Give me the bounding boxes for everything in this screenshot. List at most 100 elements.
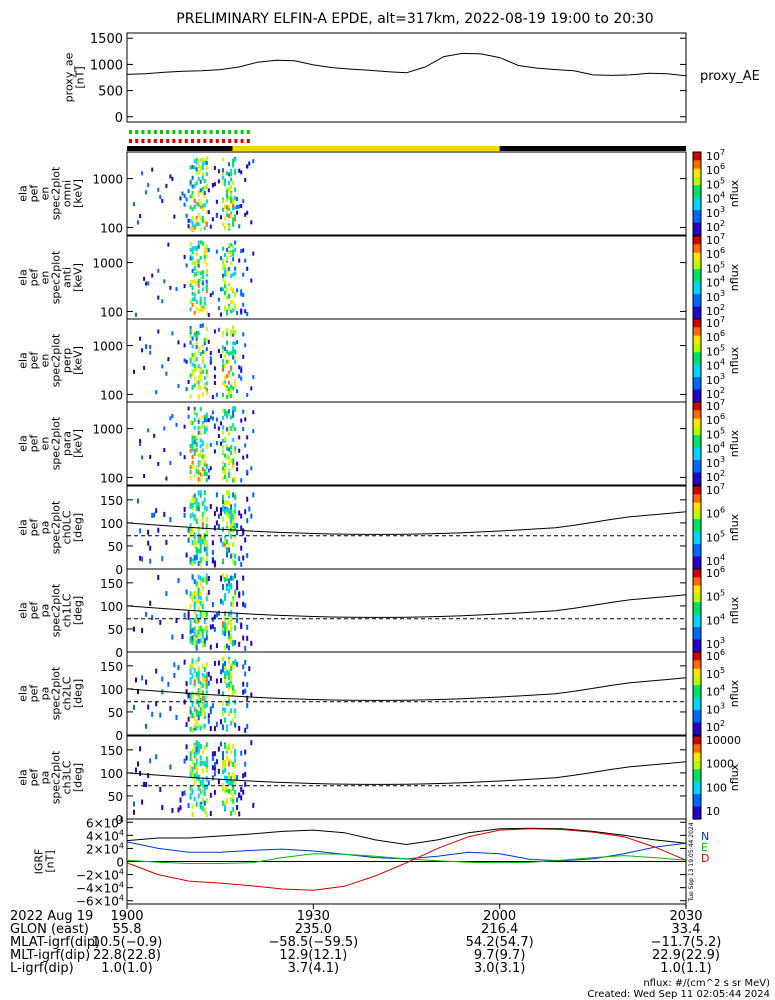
spectrogram-cell [226,340,228,345]
spectrogram-cell [199,600,202,606]
spectrogram-panel: 1000100elapefenspec2plotanti[keV]1071061… [17,232,741,320]
spectrogram-cell [191,352,194,357]
colorbar-tick-label: 105 [706,426,725,441]
spectrogram-cell [224,707,226,713]
colorbar-swatch [693,777,701,783]
panel-ytick-label: 100 [100,305,123,319]
spectrogram-cell [191,628,194,633]
spectrogram-cell [197,375,200,380]
spectrogram-cell [197,159,200,164]
spectrogram-cell [189,256,192,261]
spectrogram-cell [183,254,186,259]
spectrogram-cell [195,640,198,646]
panel-ylabel-line: ela [17,769,30,786]
colorbar-swatch [693,623,701,628]
colorbar-swatch [693,406,701,411]
spectrogram-cell [201,782,204,788]
colorbar-label: nflux [728,596,741,624]
spectrogram-cell [234,187,237,192]
orbit-red-dot [160,139,163,143]
spectrogram-cell [228,659,230,665]
spectrogram-cell [230,776,233,781]
spectrogram-cell [193,407,196,411]
spectrogram-cell [169,285,172,290]
spectrogram-cell [203,191,206,195]
panel-ylabel-line: perp [61,348,74,373]
spectrogram-cell [224,307,226,311]
spectrogram-cell [205,285,208,290]
spectrogram-cell [161,364,164,369]
panel-ylabel-line: ela [17,519,30,536]
colorbar-tick-label: 105 [706,589,725,604]
spectrogram-cell [207,780,210,786]
spectrogram-cell [252,429,255,434]
spectrogram-cell [197,470,200,475]
spectrogram-cell [244,603,247,609]
spectrogram-cell [228,250,230,254]
spectrogram-cell [250,220,253,225]
spectrogram-cell [191,441,194,446]
colorbar-swatch [693,639,701,645]
colorbar-swatch [693,410,701,415]
colorbar-swatch [693,773,701,779]
colorbar-swatch [693,265,701,270]
spectrogram-cell [232,780,235,786]
spectrogram-cell [197,270,200,275]
panel-ylabel-line: ch3LC [61,760,74,794]
spectrogram-cell [197,395,200,400]
spectrogram-cell [199,472,202,477]
spectrogram-cell [222,363,224,368]
spectrogram-cell [151,615,154,621]
spectrogram-cell [224,627,226,632]
colorbar-swatch [693,672,701,678]
panel-ytick-label: 100 [100,600,123,614]
spectrogram-cell [228,460,230,465]
spectrogram-cell [139,555,142,561]
spectrogram-cell [197,222,200,227]
spectrogram-cell [234,688,237,694]
spectrogram-cell [232,772,235,778]
spectrogram-cell [197,715,200,721]
spectrogram-cell [230,708,233,714]
spectrogram-cell [226,194,228,199]
spectrogram-cell [197,599,200,604]
orbit-red-dot [215,139,219,143]
spectrogram-cell [217,768,220,774]
spectrogram-cell [238,435,241,440]
colorbar-swatch [693,506,701,512]
spectrogram-cell [226,268,228,273]
spectrogram-cell [199,744,202,749]
colorbar-swatch [693,327,701,332]
colorbar-swatch [693,152,701,157]
spectrogram-cell [203,259,206,264]
spectrogram-cell [189,710,192,716]
colorbar-swatch [693,606,701,612]
spectrogram-cell [187,537,190,543]
spectrogram-cell [224,671,226,677]
spectrogram-cell [161,199,164,203]
spectrogram-cell [191,372,194,377]
spectrogram-cell [242,635,245,641]
spectrogram-cell [226,490,228,496]
orbit-bar-black [127,146,233,151]
colorbar-tick-label: 102 [706,719,725,734]
spectrogram-cell [191,460,194,465]
spectrogram-cell [201,175,204,180]
spectrogram-cell [228,214,230,219]
spectrogram-cell [199,202,202,206]
colorbar-swatch [693,302,701,308]
spectrogram-cell [232,602,235,608]
spectrogram-cell [197,688,200,693]
spectrogram-cell [197,345,200,350]
spectrogram-cell [246,496,249,502]
spectrogram-cell [199,779,202,785]
spectrogram-cell [195,222,198,227]
spectrogram-cell [226,213,228,217]
spectrogram-cell [193,539,196,545]
spectrogram-cell [157,461,160,466]
panel-ylabel-line: pef [28,518,41,537]
orbit-red-dot [178,139,182,143]
spectrogram-cell [203,674,206,680]
